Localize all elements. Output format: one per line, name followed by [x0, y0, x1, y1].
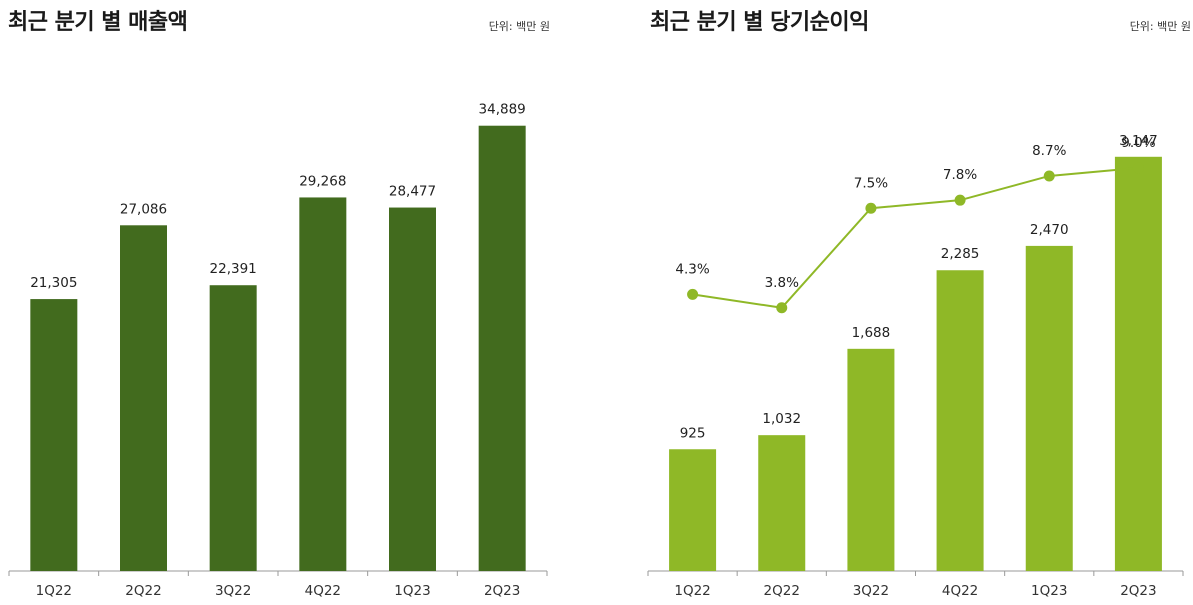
bar-value-label: 2,285: [941, 246, 980, 262]
bar-2Q23: [478, 125, 526, 572]
net-income-combo-chart: 925 1Q22 1,032 2Q22 1,688 3Q22 2,285 4Q22 2,470 1…: [647, 133, 1184, 599]
net-income-unit-note: 단위: 백만 원: [1129, 20, 1191, 33]
bar-value-label: 28,477: [389, 184, 436, 200]
bar-1Q22: [30, 299, 78, 571]
revenue-bar-chart: 21,305 1Q22 27,086 2Q22 22,391 3Q22 29,268 4Q22…: [8, 102, 548, 599]
bar-2Q23: [1114, 156, 1162, 572]
net-margin-point: [1132, 162, 1144, 174]
x-tick-label: 4Q22: [305, 583, 341, 599]
x-tick-label: 1Q22: [674, 583, 710, 599]
net-margin-label: 9.0%: [1121, 135, 1155, 151]
x-tick-label: 2Q23: [1120, 583, 1156, 599]
net-margin-label: 3.8%: [765, 275, 799, 291]
bar-3Q22: [209, 285, 257, 571]
bar-value-label: 29,268: [299, 173, 346, 189]
net-margin-label: 8.7%: [1032, 143, 1066, 159]
bar-value-label: 27,086: [120, 201, 167, 217]
x-tick-label: 3Q22: [215, 583, 251, 599]
bar-2Q22: [758, 435, 806, 571]
bar-3Q22: [847, 348, 895, 571]
bar-value-label: 1,688: [852, 325, 891, 341]
bar-value-label: 925: [680, 425, 706, 441]
bar-value-label: 2,470: [1030, 222, 1069, 238]
x-tick-label: 3Q22: [853, 583, 889, 599]
net-income-chart-title: 최근 분기 별 당기순이익: [650, 10, 869, 35]
revenue-chart-panel: 최근 분기 별 매출액 단위: 백만 원 21,305 1Q22 27,086 2Q2…: [0, 0, 560, 605]
net-margin-line: [692, 166, 1139, 309]
net-margin-point: [1043, 170, 1055, 182]
x-tick-label: 1Q23: [1031, 583, 1067, 599]
bar-1Q23: [389, 207, 436, 571]
x-tick-label: 1Q22: [36, 583, 72, 599]
bar-value-label: 22,391: [210, 261, 257, 277]
bar-value-label: 1,032: [762, 411, 801, 427]
x-tick-label: 1Q23: [394, 583, 430, 599]
net-margin-point: [865, 202, 877, 214]
net-margin-label: 7.8%: [943, 167, 977, 183]
bar-4Q22: [299, 197, 347, 572]
net-margin-point: [687, 288, 699, 300]
net-income-chart-panel: 최근 분기 별 당기순이익 단위: 백만 원 925 1Q22 1,032 2Q22 1…: [640, 0, 1193, 605]
net-margin-point: [954, 194, 966, 206]
bar-1Q23: [1025, 245, 1073, 571]
bar-4Q22: [936, 270, 984, 571]
x-tick-label: 2Q22: [125, 583, 161, 599]
revenue-chart-title: 최근 분기 별 매출액: [8, 10, 188, 35]
x-tick-label: 4Q22: [942, 583, 978, 599]
x-tick-label: 2Q23: [484, 583, 520, 599]
bar-value-label: 21,305: [30, 275, 77, 291]
net-margin-label: 7.5%: [854, 175, 888, 191]
bar-1Q22: [669, 449, 717, 571]
bar-value-label: 3,147: [1119, 133, 1158, 149]
bar-2Q22: [120, 225, 167, 571]
bar-value-label: 34,889: [479, 102, 526, 118]
net-margin-point: [776, 302, 788, 314]
x-tick-label: 2Q22: [764, 583, 800, 599]
net-margin-label: 4.3%: [675, 261, 709, 277]
revenue-unit-note: 단위: 백만 원: [488, 20, 550, 33]
